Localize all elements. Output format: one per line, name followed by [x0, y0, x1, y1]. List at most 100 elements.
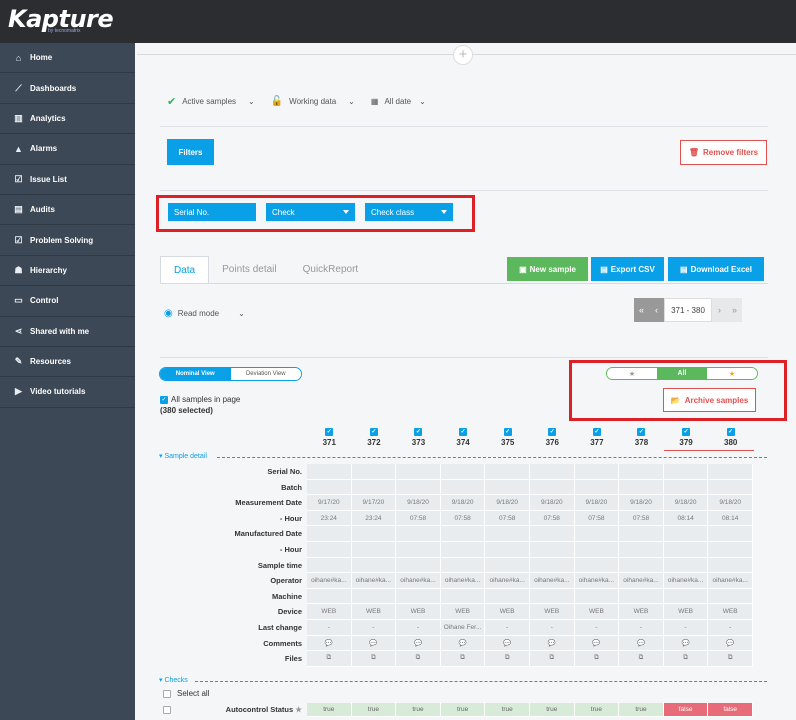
sidebar-item-audits[interactable]: ▤ Audits: [0, 195, 135, 226]
table-cell[interactable]: 💬: [485, 635, 530, 652]
checkbox-checked-icon[interactable]: ✓: [369, 428, 378, 436]
checks-section[interactable]: ▾ Checks: [159, 677, 188, 684]
table-cell: 9/18/20: [708, 495, 753, 511]
chevron-down-icon[interactable]: ⌄: [348, 97, 355, 106]
sidebar-item-analytics[interactable]: ▥ Analytics: [0, 104, 135, 135]
sample-number: 371: [322, 438, 336, 447]
table-cell[interactable]: 💬: [351, 635, 397, 652]
table-cell[interactable]: 💬: [530, 635, 575, 652]
divider: [160, 283, 768, 284]
archive-samples-button[interactable]: 📂 Archive samples: [663, 388, 756, 412]
next-page-icon[interactable]: ›: [712, 298, 727, 322]
table-cell[interactable]: 💬: [307, 635, 352, 652]
status-cell: true: [574, 703, 620, 717]
folder-icon: 📂: [670, 395, 681, 405]
read-mode-dropdown[interactable]: ◉ Read mode ⌄: [164, 308, 245, 319]
table-cell: WEB: [708, 604, 753, 620]
tab-quickreport[interactable]: QuickReport: [302, 264, 359, 275]
sidebar-item-dashboards[interactable]: ⟋ Dashboards: [0, 73, 135, 104]
checkbox-empty-icon[interactable]: [163, 689, 171, 698]
sample-detail-section[interactable]: ▾ Sample detail: [159, 453, 207, 460]
checkbox-checked-icon[interactable]: ✓: [548, 428, 557, 436]
checkbox-checked-icon[interactable]: ✓: [726, 428, 735, 436]
checkbox-checked-icon[interactable]: ✓: [459, 428, 468, 436]
sidebar-item-hierarchy[interactable]: ☗ Hierarchy: [0, 256, 135, 287]
sidebar-item-control[interactable]: ▭ Control: [0, 286, 135, 317]
checkbox-checked-icon[interactable]: ✓: [637, 428, 646, 436]
chevron-down-icon[interactable]: ⌄: [419, 97, 426, 106]
row-label: Comments: [263, 638, 302, 648]
table-cell: [663, 464, 709, 480]
tab-data[interactable]: Data: [160, 256, 210, 283]
table-cell: 07:58: [530, 510, 575, 527]
serial-no-field[interactable]: Serial No.: [168, 203, 256, 221]
checkbox-checked-icon[interactable]: ✓: [325, 428, 334, 436]
select-all-in-page[interactable]: ✓ All samples in page: [160, 395, 240, 404]
tab-bar: Data Points detail QuickReport: [160, 256, 371, 283]
row-label: Measurement Date: [235, 498, 302, 508]
checkbox-checked-icon[interactable]: ✓: [592, 428, 601, 436]
deviation-view-button[interactable]: Deviation View: [230, 368, 301, 380]
table-cell[interactable]: 💬: [396, 635, 441, 652]
all-filter-button[interactable]: All: [657, 368, 707, 379]
checkbox-checked-icon[interactable]: ✓: [682, 428, 691, 436]
table-cell: -: [663, 620, 709, 636]
checkbox-empty-icon[interactable]: [163, 706, 171, 714]
table-cell[interactable]: ⧉: [663, 651, 709, 667]
star-icon[interactable]: ★: [295, 705, 302, 714]
checkbox-checked-icon[interactable]: ✓: [503, 428, 512, 436]
table-cell[interactable]: 💬: [574, 635, 620, 652]
table-cell[interactable]: ⧉: [574, 651, 620, 667]
table-cell[interactable]: ⧉: [619, 651, 664, 667]
sidebar-item-resources[interactable]: ✎ Resources: [0, 347, 135, 378]
table-cell[interactable]: 💬: [619, 635, 664, 652]
first-page-icon[interactable]: «: [634, 298, 649, 322]
checkbox-checked-icon[interactable]: ✓: [160, 395, 168, 404]
sidebar-item-shared-with-me[interactable]: ⋖ Shared with me: [0, 317, 135, 347]
table-cell[interactable]: ⧉: [708, 651, 753, 667]
last-page-icon[interactable]: »: [727, 298, 742, 322]
select-all-checks[interactable]: Select all: [163, 689, 209, 698]
export-csv-button[interactable]: ▤ Export CSV: [591, 257, 664, 281]
row-checkbox[interactable]: [163, 706, 171, 716]
table-cell[interactable]: ⧉: [307, 651, 352, 667]
tab-points-detail[interactable]: Points detail: [222, 264, 277, 275]
table-cell[interactable]: 💬: [663, 635, 709, 652]
nominal-view-button[interactable]: Nominal View: [160, 368, 231, 380]
download-excel-button[interactable]: ▤ Download Excel: [668, 257, 764, 281]
table-cell[interactable]: ⧉: [351, 651, 397, 667]
prev-page-icon[interactable]: ‹: [649, 298, 664, 322]
kapture-logo[interactable]: Kapture: [8, 5, 114, 33]
check-select[interactable]: Check: [266, 203, 355, 221]
add-widget-icon[interactable]: +: [453, 45, 473, 65]
check-circle-icon: ✔: [167, 96, 177, 108]
new-sample-button[interactable]: ▣ New sample: [507, 257, 588, 281]
working-data-dropdown[interactable]: Working data: [289, 97, 337, 106]
star-empty-icon[interactable]: ★: [607, 368, 657, 379]
table-cell: [351, 542, 397, 558]
star-filled-icon[interactable]: ★: [707, 368, 757, 379]
all-date-dropdown[interactable]: All date: [384, 97, 412, 106]
sidebar-item-video-tutorials[interactable]: ▶ Video tutorials: [0, 377, 135, 408]
chevron-down-icon[interactable]: ⌄: [248, 97, 255, 106]
sidebar-item-label: Problem Solving: [30, 235, 94, 245]
sidebar-item-home[interactable]: ⌂ Home: [0, 43, 135, 74]
table-cell[interactable]: ⧉: [485, 651, 530, 667]
checkbox-checked-icon[interactable]: ✓: [414, 428, 423, 436]
table-cell: [530, 542, 575, 558]
active-samples-dropdown[interactable]: Active samples: [182, 97, 237, 106]
row-label: Manufactured Date: [234, 529, 302, 539]
check-class-select[interactable]: Check class: [365, 203, 453, 221]
filters-button[interactable]: Filters: [167, 139, 214, 165]
sidebar-item-issue-list[interactable]: ☑ Issue List: [0, 165, 135, 195]
table-cell[interactable]: 💬: [708, 635, 753, 652]
table-cell[interactable]: ⧉: [440, 651, 486, 667]
table-cell[interactable]: ⧉: [530, 651, 575, 667]
table-cell[interactable]: ⧉: [396, 651, 441, 667]
data-filter-bar: ✔ Active samples ⌄ 🔓 Working data ⌄ ▦ Al…: [167, 95, 436, 108]
table-cell: 07:58: [485, 510, 530, 527]
table-cell[interactable]: 💬: [440, 635, 486, 652]
sidebar-item-alarms[interactable]: ▲ Alarms: [0, 134, 135, 165]
sidebar-item-problem-solving[interactable]: ☑ Problem Solving: [0, 225, 135, 256]
remove-filters-button[interactable]: 🗑 Remove filters: [680, 140, 767, 165]
